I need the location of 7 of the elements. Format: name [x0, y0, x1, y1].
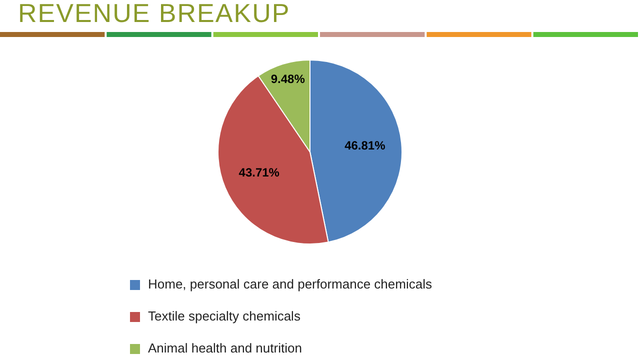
legend-label: Textile specialty chemicals — [148, 308, 301, 324]
data-label: 9.48% — [270, 72, 306, 86]
data-label: 46.81% — [344, 138, 386, 153]
legend-label: Home, personal care and performance chemicals — [148, 276, 432, 292]
legend-label: Animal health and nutrition — [148, 340, 302, 356]
chart-title: REVENUE BREAKUP — [18, 0, 290, 28]
data-label: 43.71% — [238, 166, 280, 180]
